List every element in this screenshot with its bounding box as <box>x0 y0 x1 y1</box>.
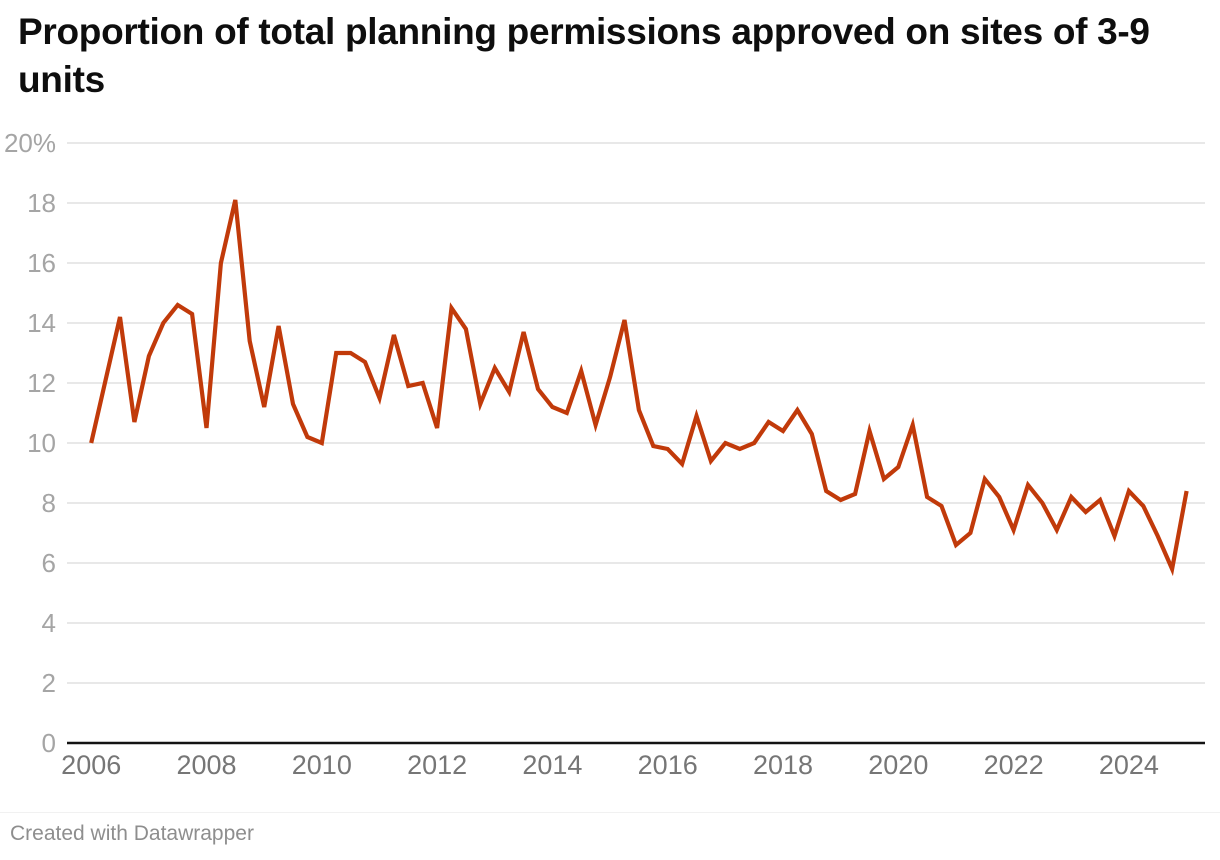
attribution-footer: Created with Datawrapper <box>0 812 1220 860</box>
x-tick-label: 2024 <box>1099 750 1159 780</box>
x-tick-label: 2016 <box>638 750 698 780</box>
y-tick-label: 6 <box>42 548 56 578</box>
x-tick-label: 2020 <box>868 750 928 780</box>
y-tick-label: 18 <box>27 188 56 218</box>
y-tick-label: 0 <box>42 728 56 758</box>
y-tick-label: 20% <box>4 128 56 158</box>
y-tick-label: 12 <box>27 368 56 398</box>
data-line <box>89 199 1189 577</box>
x-tick-label: 2018 <box>753 750 813 780</box>
x-tick-label: 2010 <box>292 750 352 780</box>
x-tick-label: 2012 <box>407 750 467 780</box>
y-tick-label: 8 <box>42 488 56 518</box>
x-tick-label: 2008 <box>176 750 236 780</box>
x-tick-label: 2022 <box>984 750 1044 780</box>
y-tick-label: 10 <box>27 428 56 458</box>
x-tick-label: 2014 <box>522 750 582 780</box>
x-tick-label: 2006 <box>61 750 121 780</box>
y-tick-label: 16 <box>27 248 56 278</box>
y-tick-label: 2 <box>42 668 56 698</box>
chart-title: Proportion of total planning permissions… <box>18 11 1150 100</box>
y-tick-label: 14 <box>27 308 56 338</box>
y-tick-label: 4 <box>42 608 56 638</box>
